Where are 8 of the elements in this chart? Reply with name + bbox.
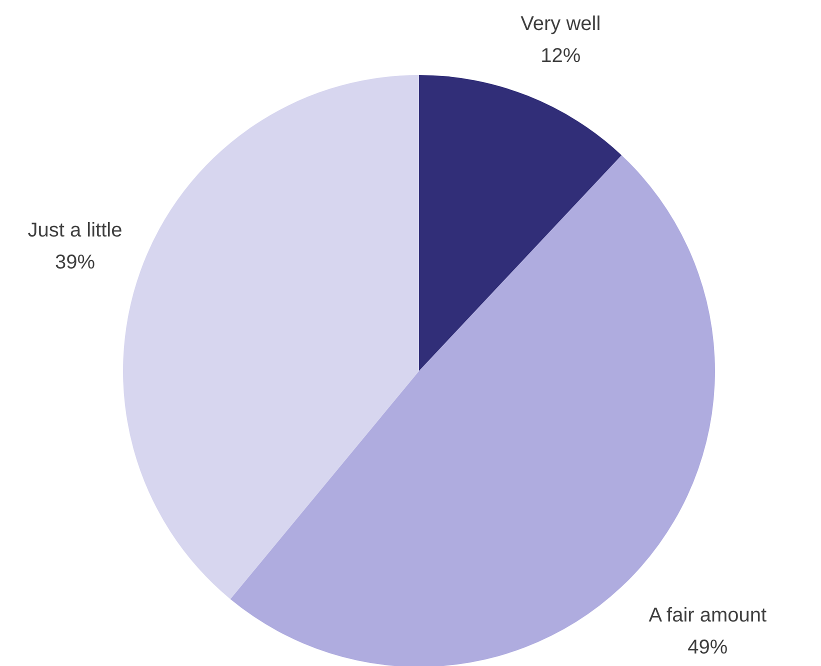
pie-slice: [419, 75, 622, 371]
slice-label: Just a little: [28, 220, 122, 242]
data-label: 12%: [540, 45, 581, 67]
data-label: 49%: [688, 636, 728, 658]
pie-slice: [123, 75, 419, 600]
data-label: 39%: [54, 252, 96, 274]
slice-label: Very well: [520, 13, 601, 35]
slice-label: A fair amount: [648, 604, 768, 626]
